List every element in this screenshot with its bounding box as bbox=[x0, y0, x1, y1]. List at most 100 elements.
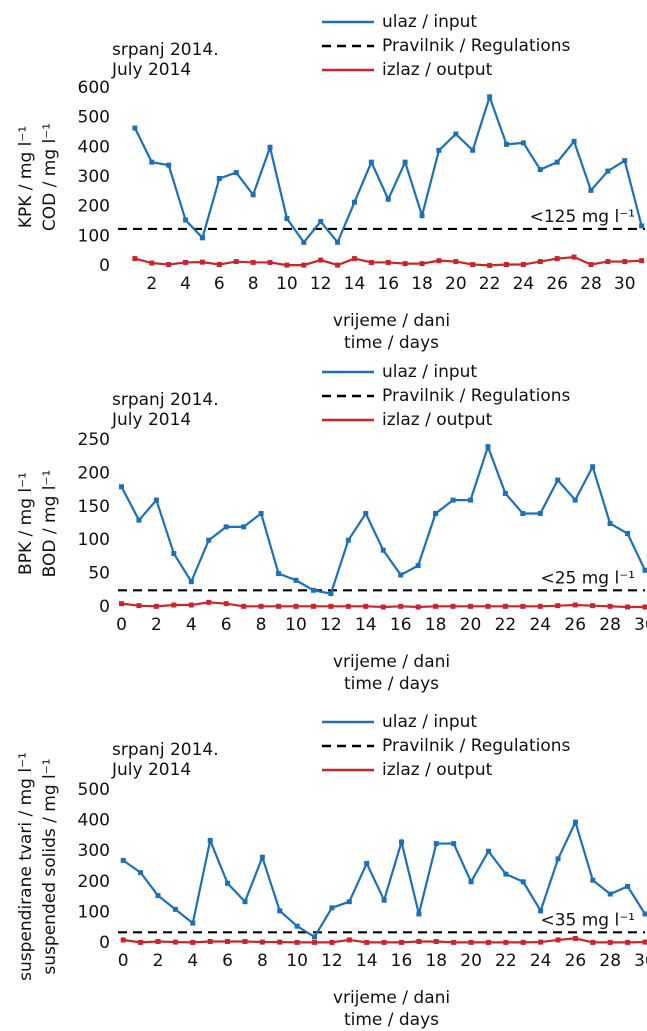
y-tick-label: 100 bbox=[78, 226, 110, 246]
limit-label: <125 mg l⁻¹ bbox=[530, 207, 635, 227]
data-point bbox=[363, 510, 369, 516]
y-axis-title: BPK / mg l⁻¹ bbox=[16, 472, 36, 575]
limit-label: <35 mg l⁻¹ bbox=[540, 910, 635, 930]
data-point bbox=[188, 579, 194, 585]
data-point bbox=[183, 217, 189, 223]
data-point bbox=[293, 603, 299, 609]
data-point bbox=[284, 262, 290, 268]
data-point bbox=[190, 939, 196, 945]
data-point bbox=[172, 939, 178, 945]
data-point bbox=[502, 603, 508, 609]
data-point bbox=[433, 510, 439, 516]
data-point bbox=[267, 259, 273, 265]
data-point bbox=[433, 603, 439, 609]
data-point bbox=[276, 571, 282, 577]
data-point bbox=[470, 262, 476, 268]
data-point bbox=[622, 259, 628, 265]
data-point bbox=[385, 196, 391, 202]
data-point bbox=[537, 259, 543, 265]
data-point bbox=[277, 908, 283, 914]
data-point bbox=[345, 603, 351, 609]
data-point bbox=[555, 603, 561, 609]
data-point bbox=[470, 147, 476, 153]
y-tick-label: 0 bbox=[99, 933, 110, 953]
data-point bbox=[351, 256, 357, 262]
data-point bbox=[328, 591, 334, 597]
data-point bbox=[402, 261, 408, 267]
data-point bbox=[605, 259, 611, 265]
data-point bbox=[607, 521, 613, 526]
x-tick-label: 20 bbox=[445, 274, 467, 294]
data-point bbox=[572, 497, 578, 503]
data-point bbox=[453, 131, 459, 137]
data-point bbox=[380, 547, 386, 553]
data-point bbox=[520, 879, 526, 885]
legend-label: ulaz / input bbox=[382, 362, 477, 382]
data-point bbox=[241, 603, 247, 609]
x-tick-label: 18 bbox=[425, 615, 447, 635]
period-label: srpanj 2014. bbox=[112, 40, 219, 60]
legend-label: izlaz / output bbox=[382, 60, 493, 80]
data-point bbox=[453, 259, 459, 265]
data-point bbox=[450, 603, 456, 609]
data-point bbox=[233, 259, 239, 265]
x-tick-label: 18 bbox=[411, 274, 433, 294]
y-tick-label: 50 bbox=[88, 564, 110, 584]
data-point bbox=[329, 905, 335, 911]
x-tick-label: 28 bbox=[580, 274, 602, 294]
data-point bbox=[345, 537, 351, 543]
data-point bbox=[625, 883, 631, 889]
data-point bbox=[415, 604, 421, 610]
data-point bbox=[571, 138, 577, 144]
data-point bbox=[166, 262, 172, 268]
x-tick-label: 8 bbox=[257, 951, 268, 971]
data-point bbox=[625, 939, 631, 945]
x-tick-label: 10 bbox=[276, 274, 298, 294]
data-point bbox=[588, 262, 594, 268]
data-point bbox=[642, 604, 647, 610]
data-point bbox=[590, 603, 596, 609]
y-tick-label: 200 bbox=[78, 872, 110, 892]
data-point bbox=[503, 141, 509, 147]
data-point bbox=[188, 602, 194, 608]
x-tick-label: 0 bbox=[116, 615, 127, 635]
data-point bbox=[503, 262, 509, 268]
data-point bbox=[590, 939, 596, 945]
data-point bbox=[301, 262, 307, 268]
data-point bbox=[171, 602, 177, 608]
data-point bbox=[242, 899, 248, 905]
x-axis-title: vrijeme / dani bbox=[333, 652, 450, 672]
period-label: July 2014 bbox=[111, 60, 191, 80]
x-axis-title: time / days bbox=[344, 674, 439, 694]
data-point bbox=[277, 939, 283, 945]
data-point bbox=[450, 497, 456, 503]
legend-label: ulaz / input bbox=[382, 712, 477, 732]
data-point bbox=[555, 937, 561, 943]
legend-label: Pravilnik / Regulations bbox=[382, 36, 571, 56]
y-tick-label: 200 bbox=[78, 197, 110, 217]
y-tick-label: 300 bbox=[78, 167, 110, 187]
data-point bbox=[206, 599, 212, 605]
legend-label: Pravilnik / Regulations bbox=[382, 736, 571, 756]
x-tick-label: 26 bbox=[564, 615, 586, 635]
x-tick-label: 28 bbox=[599, 615, 621, 635]
x-tick-label: 2 bbox=[153, 951, 164, 971]
x-tick-label: 2 bbox=[146, 274, 157, 294]
data-point bbox=[467, 603, 473, 609]
data-point bbox=[267, 144, 273, 150]
x-tick-label: 24 bbox=[513, 274, 535, 294]
data-point bbox=[520, 510, 526, 516]
data-point bbox=[436, 258, 442, 264]
data-point bbox=[419, 213, 425, 219]
data-point bbox=[502, 490, 508, 496]
x-tick-label: 24 bbox=[530, 951, 552, 971]
x-tick-label: 16 bbox=[390, 615, 412, 635]
data-point bbox=[138, 939, 144, 945]
data-point bbox=[642, 567, 647, 573]
data-point bbox=[199, 235, 205, 241]
data-point bbox=[555, 477, 561, 483]
x-tick-label: 4 bbox=[186, 615, 197, 635]
data-point bbox=[284, 216, 290, 222]
x-tick-label: 30 bbox=[614, 274, 636, 294]
